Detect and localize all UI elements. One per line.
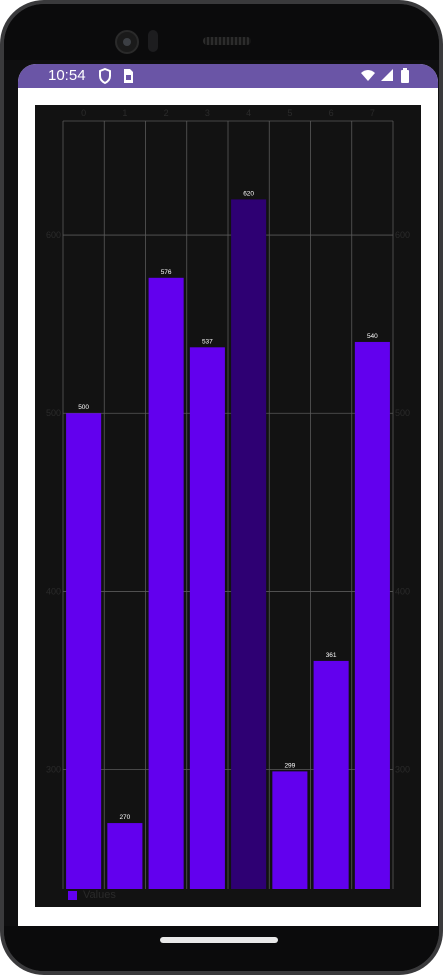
legend-swatch xyxy=(68,890,77,900)
cell-signal-icon xyxy=(380,68,394,87)
bar-value-label: 540 xyxy=(367,333,378,340)
x-tick-label: 7 xyxy=(370,108,375,118)
y-tick-label-right: 300 xyxy=(395,765,410,775)
x-tick-label: 0 xyxy=(81,108,86,118)
home-gesture-bar[interactable] xyxy=(160,937,278,943)
phone-inner: 10:54 xyxy=(4,4,439,971)
sim-card-icon xyxy=(122,68,134,89)
chart-plot: 300 300 400 400 500 500 600 600 0 1 2 3 4 5 6 7 500 270 57… xyxy=(46,108,410,890)
status-bar: 10:54 xyxy=(18,64,438,88)
bar xyxy=(272,771,308,889)
y-tick-label-left: 500 xyxy=(46,408,61,418)
y-tick-label-right: 600 xyxy=(395,230,410,240)
bar-value-label: 620 xyxy=(243,190,254,197)
bar-value-label: 299 xyxy=(284,762,295,769)
bar xyxy=(231,199,267,890)
x-tick-label: 6 xyxy=(329,108,334,118)
y-tick-label-right: 400 xyxy=(395,586,410,596)
x-tick-label: 3 xyxy=(205,108,210,118)
bar-value-label: 537 xyxy=(202,338,213,345)
y-tick-label-left: 300 xyxy=(46,765,61,775)
x-tick-label: 5 xyxy=(287,108,292,118)
front-camera xyxy=(115,30,139,54)
shield-icon xyxy=(98,67,112,89)
bar-chart: 300 300 400 400 500 500 600 600 0 1 2 3 4 5 6 7 500 270 57… xyxy=(35,105,421,907)
bar-value-label: 361 xyxy=(326,652,337,659)
x-tick-label: 2 xyxy=(164,108,169,118)
device-screen: 10:54 xyxy=(18,64,438,926)
bar-value-label: 270 xyxy=(119,814,130,821)
legend-label: Values xyxy=(83,889,116,901)
earpiece-speaker xyxy=(203,37,251,45)
x-tick-label: 1 xyxy=(122,108,127,118)
status-time: 10:54 xyxy=(48,67,86,84)
wifi-icon xyxy=(360,68,376,87)
bar xyxy=(66,413,102,889)
chart-legend: Values xyxy=(68,889,116,901)
bar xyxy=(107,823,143,889)
y-tick-label-left: 400 xyxy=(46,586,61,596)
bar xyxy=(189,347,225,889)
proximity-sensor xyxy=(148,30,158,52)
bar-value-label: 500 xyxy=(78,404,89,411)
bar xyxy=(354,341,390,889)
bar xyxy=(313,660,349,889)
y-tick-label-left: 600 xyxy=(46,230,61,240)
y-tick-label-right: 500 xyxy=(395,408,410,418)
x-tick-label: 4 xyxy=(246,108,251,118)
top-bezel xyxy=(4,4,439,60)
bar-value-label: 576 xyxy=(161,269,172,276)
bottom-bezel xyxy=(4,926,439,971)
battery-icon xyxy=(401,68,409,88)
bar xyxy=(148,277,184,889)
